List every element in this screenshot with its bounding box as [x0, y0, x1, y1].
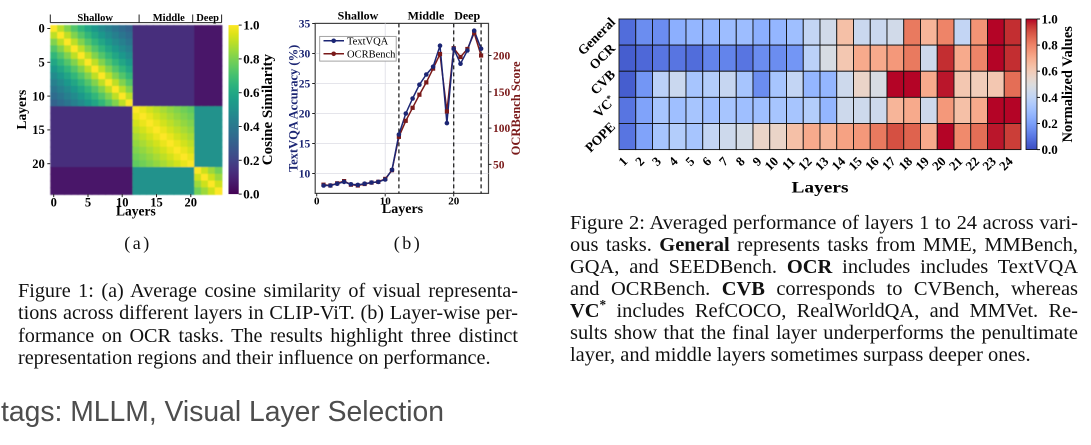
- svg-text:5: 5: [39, 56, 45, 70]
- svg-text:CVB: CVB: [587, 67, 618, 98]
- svg-text:1.0: 1.0: [243, 18, 259, 33]
- svg-text:3: 3: [649, 153, 665, 169]
- svg-text:2: 2: [632, 154, 647, 169]
- svg-text:TextVQA: TextVQA: [347, 36, 389, 47]
- svg-text:100: 100: [493, 123, 511, 135]
- svg-text:Shallow: Shallow: [77, 13, 113, 24]
- svg-text:10: 10: [380, 196, 392, 208]
- svg-text:Middle: Middle: [408, 9, 445, 23]
- svg-text:4: 4: [666, 153, 682, 169]
- svg-text:5: 5: [85, 195, 91, 209]
- svg-text:20: 20: [448, 196, 460, 208]
- svg-text:1: 1: [615, 154, 630, 169]
- svg-text:0.2: 0.2: [1042, 116, 1058, 131]
- svg-text:Layers: Layers: [382, 202, 424, 217]
- svg-text:200: 200: [493, 51, 511, 63]
- svg-text:Cosine Similarity: Cosine Similarity: [260, 53, 276, 165]
- svg-text:10: 10: [761, 154, 781, 174]
- svg-text:0: 0: [314, 196, 320, 208]
- svg-text:15: 15: [299, 139, 311, 151]
- svg-text:0.8: 0.8: [243, 51, 260, 66]
- svg-text:0.4: 0.4: [243, 119, 260, 134]
- svg-text:0.6: 0.6: [243, 85, 260, 100]
- svg-text:Normalized Values: Normalized Values: [1060, 26, 1076, 143]
- svg-text:1.0: 1.0: [1042, 12, 1058, 27]
- svg-text:10: 10: [32, 89, 45, 103]
- svg-text:10: 10: [116, 195, 129, 209]
- svg-text:150: 150: [493, 87, 511, 99]
- svg-text:Deep: Deep: [196, 13, 219, 24]
- svg-text:25: 25: [299, 79, 311, 91]
- svg-text:5: 5: [682, 153, 698, 169]
- svg-text:OCRBench: OCRBench: [347, 49, 396, 60]
- svg-text:30: 30: [299, 49, 311, 61]
- svg-text:7: 7: [716, 153, 732, 169]
- svg-text:0.4: 0.4: [1042, 90, 1059, 105]
- svg-text:Layers: Layers: [792, 180, 849, 197]
- svg-text:0.0: 0.0: [1042, 142, 1058, 157]
- svg-text:0: 0: [39, 22, 45, 36]
- svg-text:15: 15: [150, 195, 163, 209]
- svg-text:20: 20: [32, 157, 45, 171]
- svg-text:Layers: Layers: [14, 90, 29, 130]
- svg-text:Middle: Middle: [153, 13, 185, 24]
- svg-text:OCRBench Score: OCRBench Score: [509, 61, 523, 155]
- svg-text:0.8: 0.8: [1042, 38, 1059, 53]
- svg-text:0.2: 0.2: [243, 153, 259, 168]
- svg-text:20: 20: [185, 195, 198, 209]
- svg-text:35: 35: [299, 19, 311, 31]
- svg-text:24: 24: [996, 153, 1016, 173]
- svg-text:0.0: 0.0: [243, 187, 259, 202]
- svg-text:0.6: 0.6: [1042, 64, 1059, 79]
- svg-text:TextVQA Accuracy (%): TextVQA Accuracy (%): [287, 45, 301, 172]
- svg-text:POPE: POPE: [582, 119, 618, 155]
- svg-text:15: 15: [32, 123, 45, 137]
- svg-text:10: 10: [299, 169, 311, 181]
- svg-text:20: 20: [299, 109, 311, 121]
- svg-text:50: 50: [493, 159, 505, 171]
- svg-text:VC*: VC*: [591, 93, 619, 121]
- svg-text:Shallow: Shallow: [338, 9, 379, 23]
- svg-text:8: 8: [733, 153, 749, 169]
- svg-text:Layers: Layers: [116, 204, 156, 219]
- svg-text:0: 0: [51, 195, 57, 209]
- svg-text:6: 6: [699, 153, 715, 169]
- svg-text:Deep: Deep: [454, 9, 480, 23]
